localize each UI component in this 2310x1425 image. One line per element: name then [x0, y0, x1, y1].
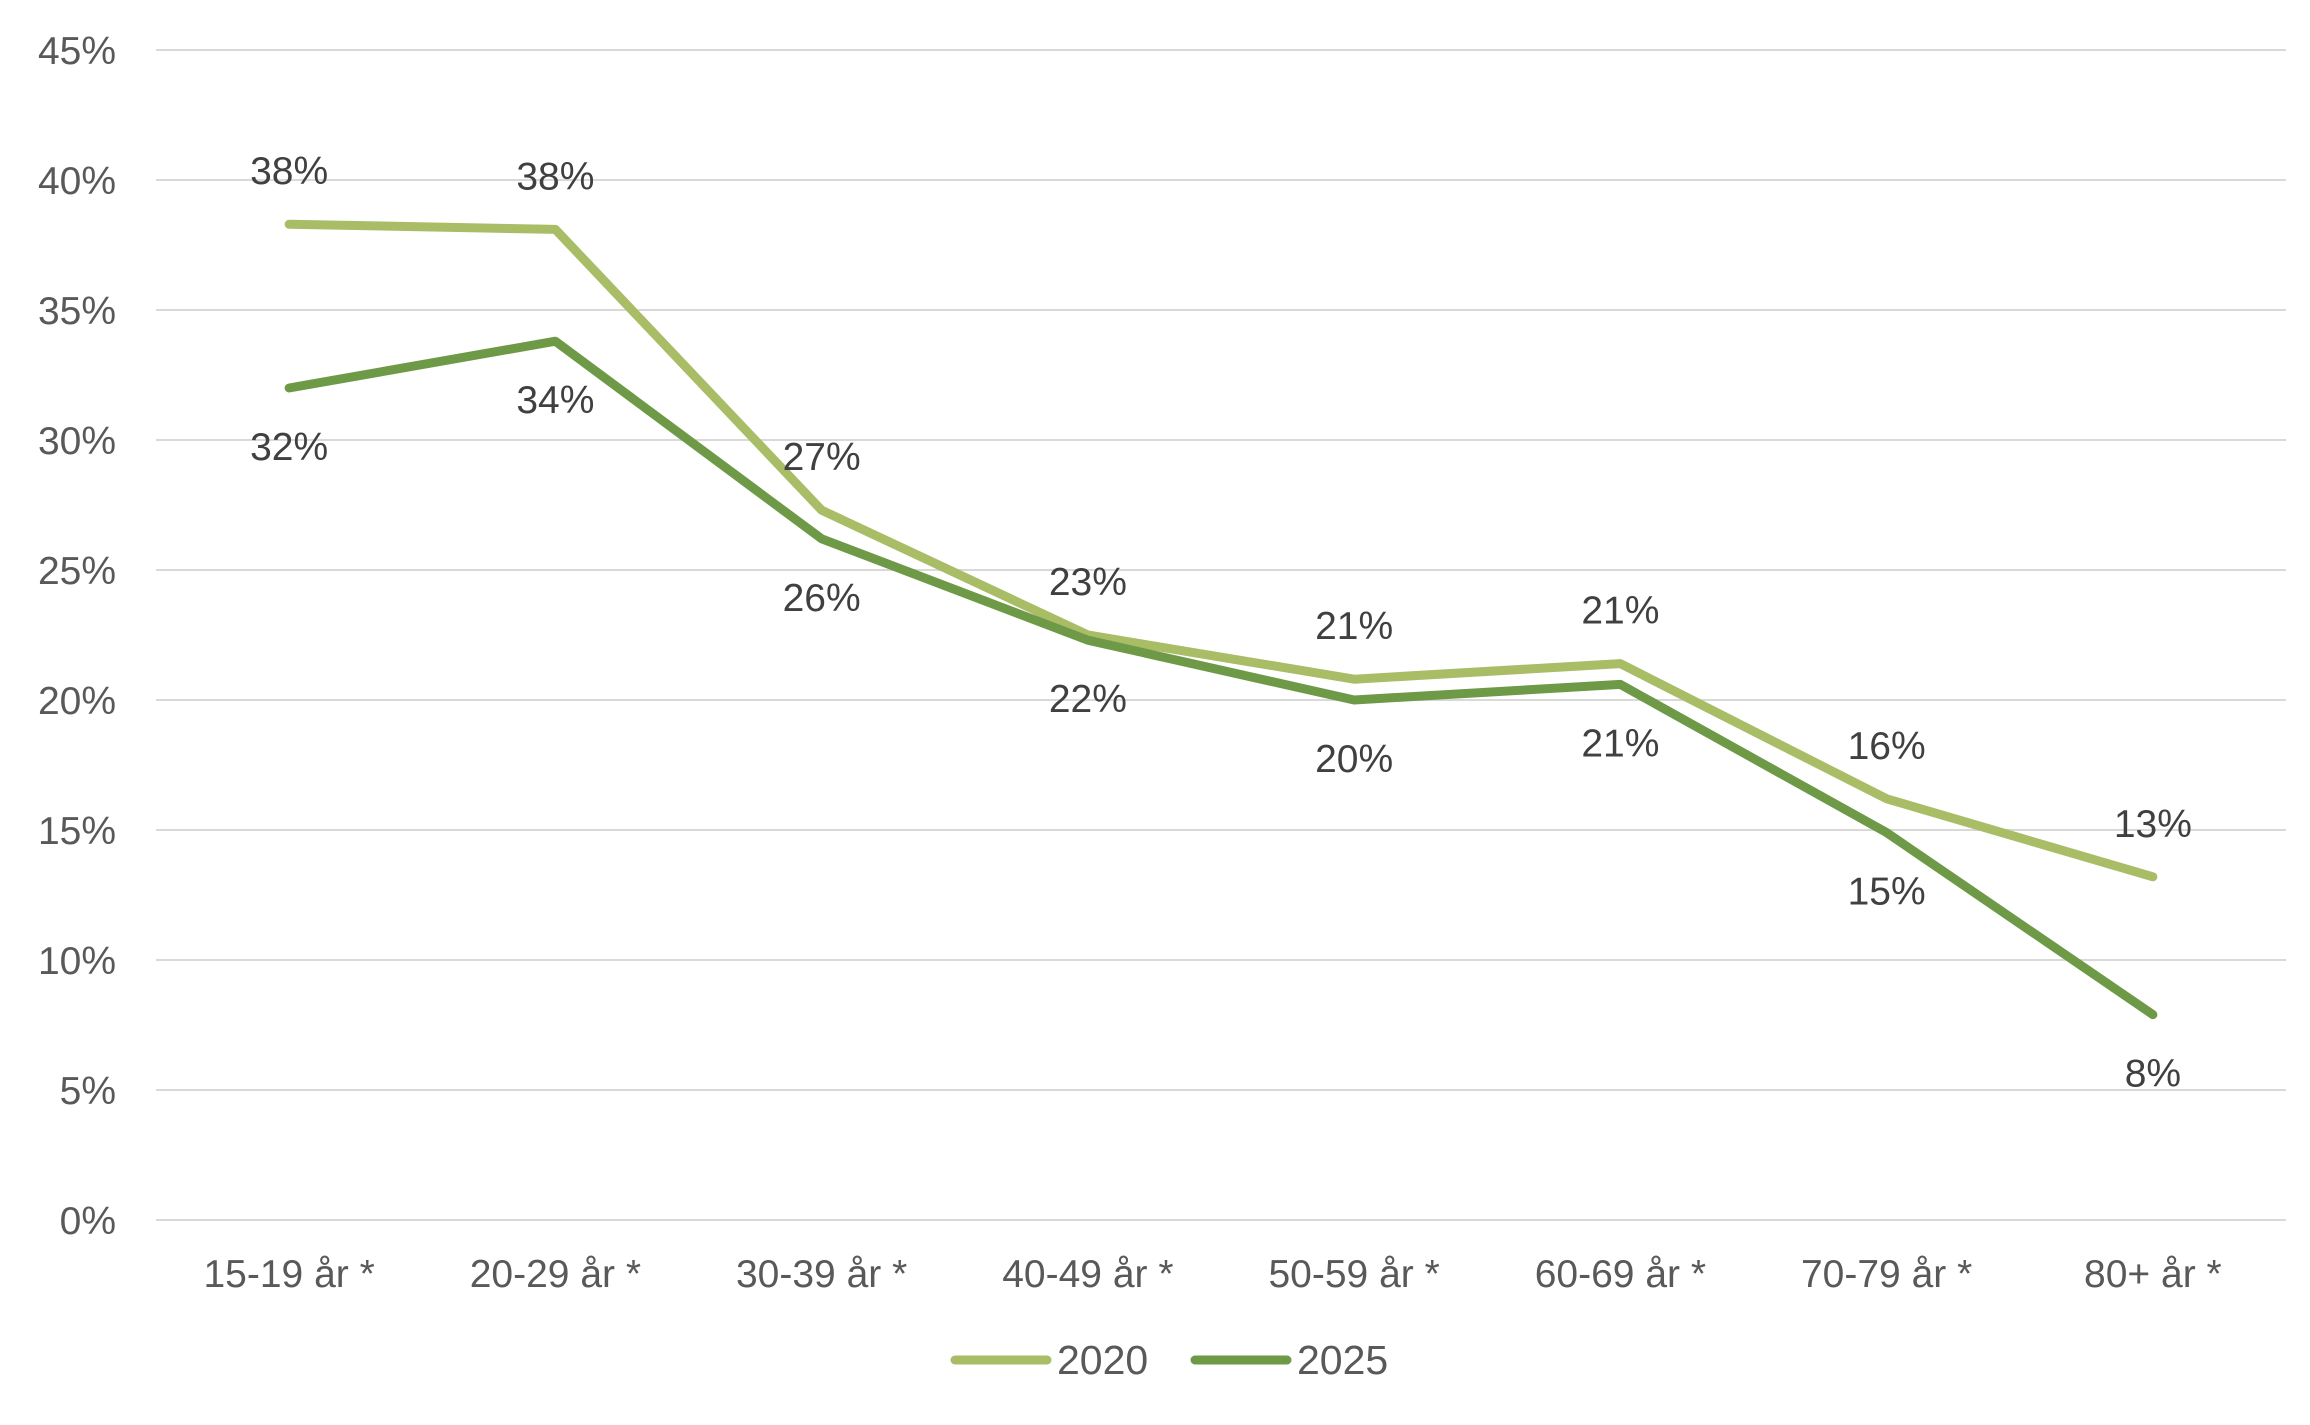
x-category-label: 70-79 år * — [1801, 1253, 1972, 1296]
data-label-2025: 34% — [516, 379, 594, 422]
gridlines — [156, 49, 2286, 1221]
data-label-2020: 38% — [250, 150, 328, 193]
x-category-label: 60-69 år * — [1535, 1253, 1706, 1296]
y-tick-label: 40% — [38, 160, 116, 203]
y-tick-label: 30% — [38, 420, 116, 463]
series-line-2025 — [284, 336, 2158, 1020]
legend-label: 2020 — [1057, 1337, 1148, 1383]
x-category-label: 40-49 år * — [1002, 1253, 1173, 1296]
x-category-label: 30-39 år * — [736, 1253, 907, 1296]
series-line-2020 — [284, 219, 2158, 882]
x-axis-category-labels: 15-19 år * 20-29 år * 30-39 år * 40-49 år *… — [203, 1253, 2221, 1296]
data-label-2020: 38% — [516, 155, 594, 198]
legend-item-2020: 2020 — [950, 1337, 1148, 1383]
data-label-2025: 32% — [250, 426, 328, 469]
data-label-2020: 16% — [1848, 725, 1926, 768]
y-tick-label: 15% — [38, 810, 116, 853]
data-label-2025: 15% — [1848, 871, 1926, 914]
legend-item-2025: 2025 — [1190, 1337, 1388, 1383]
series-lines — [284, 219, 2158, 1020]
data-label-2025: 21% — [1581, 722, 1659, 765]
legend: 2020 2025 — [950, 1337, 1388, 1383]
y-tick-label: 45% — [38, 30, 116, 73]
x-category-label: 20-29 år * — [470, 1253, 641, 1296]
data-label-2025: 22% — [1049, 678, 1127, 721]
y-axis-tick-labels: 0% 5% 10% 15% 20% 25% 30% 35% 40% 45% — [38, 30, 116, 1243]
x-category-label: 50-59 år * — [1268, 1253, 1439, 1296]
data-label-2020: 27% — [783, 436, 861, 479]
y-tick-label: 25% — [38, 550, 116, 593]
data-label-2020: 21% — [1581, 590, 1659, 633]
legend-label: 2025 — [1297, 1337, 1388, 1383]
data-label-2025: 8% — [2125, 1053, 2181, 1096]
y-tick-label: 35% — [38, 290, 116, 333]
y-tick-label: 10% — [38, 940, 116, 983]
data-label-2025: 26% — [783, 577, 861, 620]
y-tick-label: 5% — [60, 1070, 116, 1113]
data-label-2025: 20% — [1315, 738, 1393, 781]
x-category-label: 80+ år * — [2084, 1253, 2222, 1296]
data-label-2020: 23% — [1049, 561, 1127, 604]
data-labels: 38% 32% 38% 34% 27% 26% 23% 22% 21% 20% 21% 21% 16% 1… — [250, 150, 2192, 1095]
y-tick-label: 0% — [60, 1200, 116, 1243]
data-label-2020: 21% — [1315, 605, 1393, 648]
x-category-label: 15-19 år * — [203, 1253, 374, 1296]
data-label-2020: 13% — [2114, 803, 2192, 846]
y-tick-label: 20% — [38, 680, 116, 723]
